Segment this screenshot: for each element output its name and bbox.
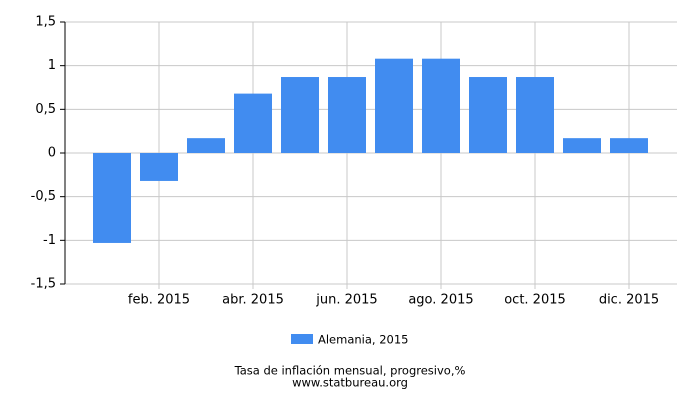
bar — [234, 93, 272, 153]
x-tick-label: oct. 2015 — [504, 293, 566, 308]
bar — [328, 77, 366, 153]
x-tick-label: abr. 2015 — [222, 293, 284, 308]
x-tick-label: ago. 2015 — [408, 293, 473, 308]
y-tick-label: -0,5 — [31, 189, 56, 204]
bar — [281, 77, 319, 153]
bar — [140, 153, 178, 181]
bar — [563, 138, 601, 153]
bar — [93, 153, 131, 243]
legend-label: Alemania, 2015 — [318, 333, 409, 347]
legend-swatch — [291, 334, 313, 344]
y-tick-label: 1,5 — [35, 15, 56, 30]
y-tick-label: 0 — [48, 146, 56, 161]
x-tick-label: dic. 2015 — [599, 293, 659, 308]
bar — [422, 58, 460, 153]
y-tick-label: 0,5 — [35, 102, 56, 117]
bar — [187, 138, 225, 153]
bar — [610, 138, 648, 153]
x-tick-label: jun. 2015 — [315, 293, 377, 308]
chart-title: Tasa de inflación mensual, progresivo,% — [234, 364, 466, 378]
source: www.statbureau.org — [292, 376, 408, 390]
x-tick-label: feb. 2015 — [128, 293, 190, 308]
bar — [469, 77, 507, 153]
y-tick-label: -1,5 — [31, 277, 56, 292]
y-tick-label: 1 — [48, 58, 56, 73]
bar — [516, 77, 554, 153]
bar — [375, 58, 413, 153]
y-tick-label: -1 — [43, 233, 56, 248]
